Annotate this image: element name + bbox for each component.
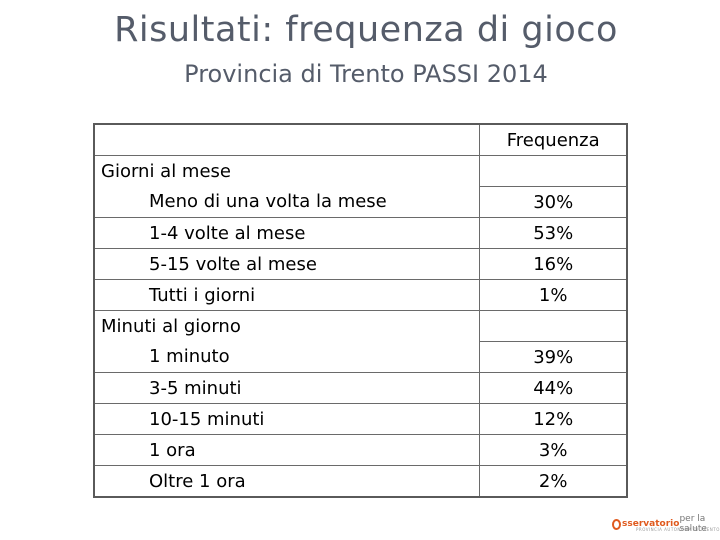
header-empty-cell [93, 123, 481, 156]
table-row: 1 minuto 39% [93, 341, 628, 373]
group-label: Minuti al giorno [93, 310, 481, 342]
row-label: Meno di una volta la mese [93, 186, 481, 218]
row-label: 10-15 minuti [93, 403, 481, 435]
row-value: 12% [479, 403, 628, 435]
row-label: 1 ora [93, 434, 481, 466]
table-row: 10-15 minuti 12% [93, 403, 628, 435]
row-value: 1% [479, 279, 628, 311]
row-value: 16% [479, 248, 628, 280]
frequency-table: Frequenza Giorni al mese Meno di una vol… [93, 123, 628, 498]
observatory-logo: sservatorio per la salute PROVINCIA AUTO… [612, 514, 720, 534]
slide-subtitle: Provincia di Trento PASSI 2014 [184, 60, 548, 88]
group-value-empty [479, 310, 628, 342]
table-row: 5-15 volte al mese 16% [93, 248, 628, 280]
row-value: 30% [479, 186, 628, 218]
row-label: Oltre 1 ora [93, 465, 481, 498]
table-row: 1-4 volte al mese 53% [93, 217, 628, 249]
row-value: 44% [479, 372, 628, 404]
group-row: Minuti al giorno [93, 310, 628, 342]
logo-subtitle: PROVINCIA AUTONOMA DI TRENTO [636, 527, 720, 532]
row-label: 1-4 volte al mese [93, 217, 481, 249]
row-value: 3% [479, 434, 628, 466]
row-label: Tutti i giorni [93, 279, 481, 311]
table-row: 1 ora 3% [93, 434, 628, 466]
slide-title: Risultati: frequenza di gioco [114, 10, 618, 50]
row-label: 1 minuto [93, 341, 481, 373]
header-frequency: Frequenza [479, 123, 628, 156]
row-value: 2% [479, 465, 628, 498]
table-header-row: Frequenza [93, 123, 628, 156]
table-row: Meno di una volta la mese 30% [93, 186, 628, 218]
row-label: 3-5 minuti [93, 372, 481, 404]
row-label: 5-15 volte al mese [93, 248, 481, 280]
row-value: 53% [479, 217, 628, 249]
logo-brand-text: sservatorio [622, 519, 680, 529]
row-value: 39% [479, 341, 628, 373]
logo-ring-icon [612, 518, 622, 530]
table-row: 3-5 minuti 44% [93, 372, 628, 404]
table-row: Tutti i giorni 1% [93, 279, 628, 311]
group-value-empty [479, 155, 628, 187]
group-row: Giorni al mese [93, 155, 628, 187]
group-label: Giorni al mese [93, 155, 481, 187]
table-row: Oltre 1 ora 2% [93, 465, 628, 498]
logo-tail-text: per la salute [679, 514, 707, 534]
